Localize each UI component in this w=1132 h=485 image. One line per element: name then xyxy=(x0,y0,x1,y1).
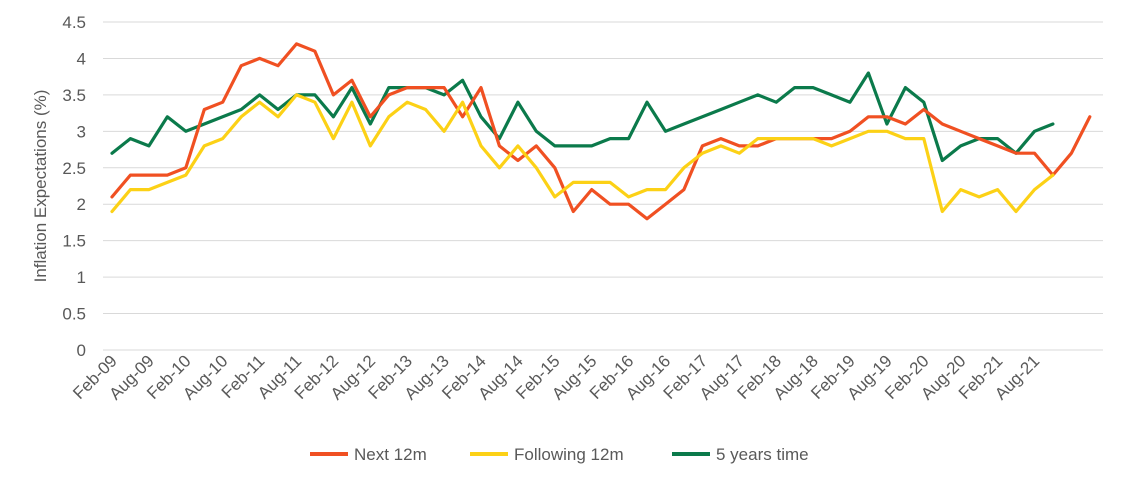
legend-label: Next 12m xyxy=(354,445,427,464)
y-tick-label: 2.5 xyxy=(62,159,86,178)
y-axis-ticks: 0 0.5 1 1.5 2 2.5 3 3.5 4 4.5 xyxy=(62,13,86,360)
y-tick-label: 2 xyxy=(77,195,86,214)
legend-label: 5 years time xyxy=(716,445,809,464)
x-axis-ticks: Feb-09Aug-09Feb-10Aug-10Feb-11Aug-11Feb-… xyxy=(69,351,1043,403)
legend-item: Following 12m xyxy=(470,445,624,464)
y-tick-label: 0 xyxy=(77,341,86,360)
gridlines xyxy=(103,21,1103,351)
y-tick-label: 4.5 xyxy=(62,13,86,32)
y-tick-label: 4 xyxy=(77,49,86,68)
series-lines xyxy=(110,42,1092,221)
y-axis-title: Inflation Expectations (%) xyxy=(31,90,50,283)
series-line-following-12m xyxy=(110,93,1055,214)
legend: Next 12m Following 12m 5 years time xyxy=(310,445,809,464)
series-line-next-12m xyxy=(110,42,1092,221)
series-line-5-years-time xyxy=(110,71,1055,163)
legend-item: Next 12m xyxy=(310,445,427,464)
legend-label: Following 12m xyxy=(514,445,624,464)
y-tick-label: 3.5 xyxy=(62,86,86,105)
y-tick-label: 0.5 xyxy=(62,305,86,324)
y-tick-label: 1.5 xyxy=(62,232,86,251)
y-tick-label: 1 xyxy=(77,268,86,287)
y-tick-label: 3 xyxy=(77,122,86,141)
legend-item: 5 years time xyxy=(672,445,809,464)
